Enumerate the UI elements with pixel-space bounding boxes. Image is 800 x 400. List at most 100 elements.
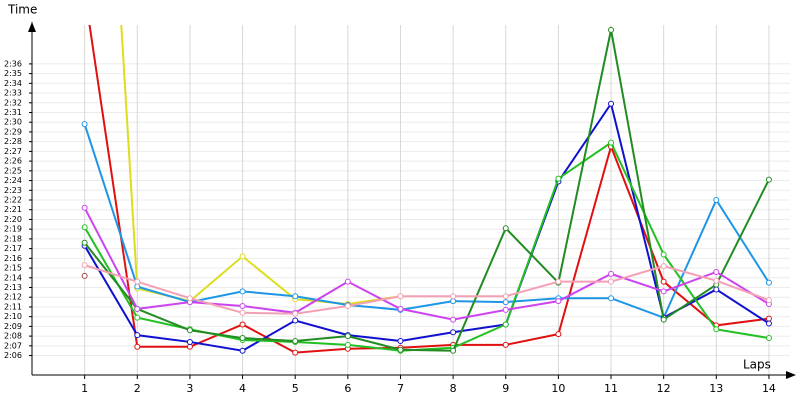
y-tick-label: 2:28 [4,137,22,146]
y-tick-label: 2:36 [4,59,22,68]
data-point [239,321,246,328]
data-point [397,337,404,344]
y-tick-label: 2:14 [4,273,22,282]
data-point [344,333,351,340]
y-tick-label: 2:15 [4,264,22,273]
y-axis-arrow [28,22,36,32]
data-point [450,293,457,300]
y-tick-label: 2:29 [4,127,22,136]
data-point [765,297,772,304]
data-point [608,278,615,285]
data-point [81,224,88,231]
data-point [555,331,562,338]
data-point [502,299,509,306]
series-line [83,101,770,352]
data-point [502,321,509,328]
y-tick-label: 2:08 [4,332,22,341]
data-point [450,347,457,354]
series-line [83,207,770,321]
x-tick-label: 6 [344,382,351,395]
data-point [81,272,88,279]
data-point [555,298,562,305]
data-point [502,225,509,232]
data-point [660,263,667,270]
y-tick-label: 2:31 [4,108,22,117]
data-point [502,293,509,300]
data-point [134,343,141,350]
data-point [186,295,193,302]
data-point [239,302,246,309]
series-line [83,123,770,319]
y-tick-label: 2:34 [4,79,22,88]
data-point [134,283,141,290]
data-point [713,268,720,275]
y-tick-label: 2:24 [4,176,22,185]
y-tick-label: 2:20 [4,215,22,224]
x-tick-label: 1 [81,382,88,395]
data-point [608,295,615,302]
y-tick-label: 2:10 [4,312,22,321]
x-tick-label: 13 [709,382,723,395]
data-point [239,335,246,342]
y-tick-label: 2:17 [4,244,22,253]
data-point [660,278,667,285]
data-point [765,315,772,322]
data-point [239,309,246,316]
data-point [344,341,351,348]
y-tick-label: 2:19 [4,225,22,234]
data-point [502,306,509,313]
y-tick-label: 2:26 [4,157,22,166]
x-tick-label: 11 [604,382,618,395]
x-axis-label: Laps [743,358,771,372]
data-point [713,277,720,284]
y-tick-label: 2:22 [4,196,22,205]
y-tick-label: 2:11 [4,302,22,311]
data-point [765,320,772,327]
y-tick-label: 2:23 [4,186,22,195]
data-point [81,204,88,211]
data-point [134,278,141,285]
data-point [660,251,667,258]
data-point [134,305,141,312]
x-tick-label: 12 [657,382,671,395]
data-point [502,341,509,348]
x-tick-label: 5 [292,382,299,395]
data-point [608,100,615,107]
data-point [713,286,720,293]
data-point [765,176,772,183]
data-point [713,197,720,203]
x-tick-label: 2 [134,382,141,395]
x-tick-label: 14 [762,382,776,395]
y-tick-label: 2:25 [4,166,22,175]
y-tick-label: 2:30 [4,118,22,127]
data-point [450,298,457,305]
data-point [555,175,562,182]
data-point [765,335,772,342]
y-tick-label: 2:07 [4,341,22,350]
y-tick-label: 2:16 [4,254,22,263]
data-point [608,26,615,33]
series-line [83,29,770,352]
data-point [81,239,88,246]
data-point [608,139,615,146]
y-tick-label: 2:18 [4,234,22,243]
x-tick-label: 8 [450,382,457,395]
data-point [344,302,351,309]
data-point [713,326,720,333]
y-tick-label: 2:12 [4,293,22,302]
y-tick-label: 2:09 [4,322,22,331]
data-point [660,288,667,295]
data-point [239,347,246,354]
y-axis-label: Time [7,3,37,17]
data-point [450,329,457,336]
x-axis-arrow [786,371,796,379]
x-tick-label: 4 [239,382,246,395]
data-point [186,343,193,350]
y-tick-label: 2:33 [4,89,22,98]
x-tick-label: 9 [502,382,509,395]
y-tick-label: 2:27 [4,147,22,156]
data-point [397,346,404,353]
data-point [660,316,667,323]
y-tick-label: 2:35 [4,69,22,78]
data-point [292,310,299,317]
